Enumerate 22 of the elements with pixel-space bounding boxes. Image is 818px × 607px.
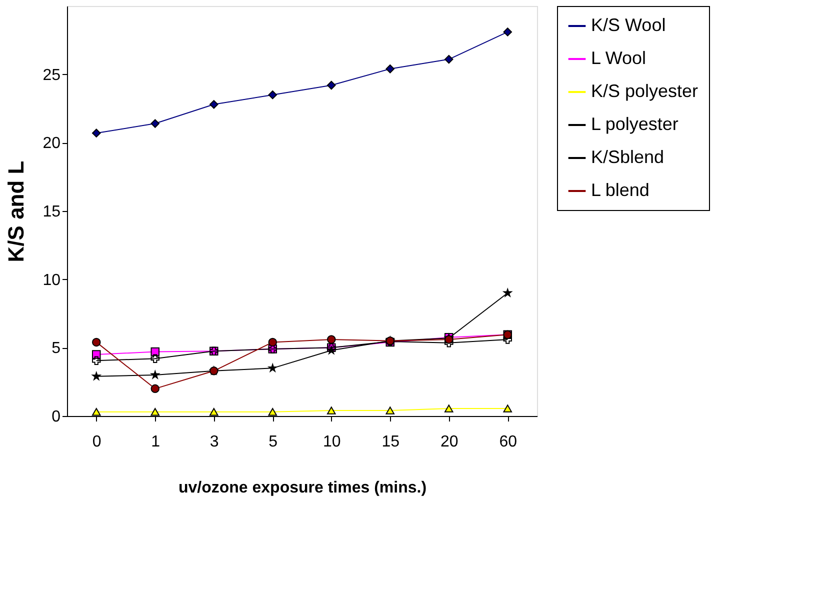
legend-label: L polyester bbox=[591, 114, 678, 134]
y-tick-label: 25 bbox=[42, 66, 61, 84]
x-tick-label: 10 bbox=[322, 434, 341, 450]
x-axis-title: uv/ozone exposure times (mins.) bbox=[178, 480, 427, 496]
y-tick-label: 15 bbox=[42, 204, 61, 220]
x-tick-label: 5 bbox=[268, 434, 278, 450]
x-tick-label: 0 bbox=[92, 434, 102, 450]
y-tick-label: 10 bbox=[42, 272, 61, 289]
x-tick-label: 60 bbox=[499, 434, 518, 450]
y-axis-title: K/S and L bbox=[4, 160, 29, 262]
legend-label: K/S Wool bbox=[591, 15, 666, 35]
legend-label: L blend bbox=[591, 180, 650, 200]
x-tick-label: 3 bbox=[210, 434, 219, 450]
y-tick-label: 20 bbox=[42, 135, 61, 152]
legend-label: K/S polyester bbox=[591, 81, 698, 101]
y-tick-label: 5 bbox=[52, 340, 61, 358]
legend-label: L Wool bbox=[591, 48, 646, 68]
y-tick-label: 0 bbox=[52, 408, 61, 426]
x-tick-label: 20 bbox=[440, 434, 458, 450]
x-tick-label: 1 bbox=[151, 434, 160, 450]
x-tick-label: 15 bbox=[382, 434, 400, 450]
legend-label: K/Sblend bbox=[591, 147, 664, 167]
